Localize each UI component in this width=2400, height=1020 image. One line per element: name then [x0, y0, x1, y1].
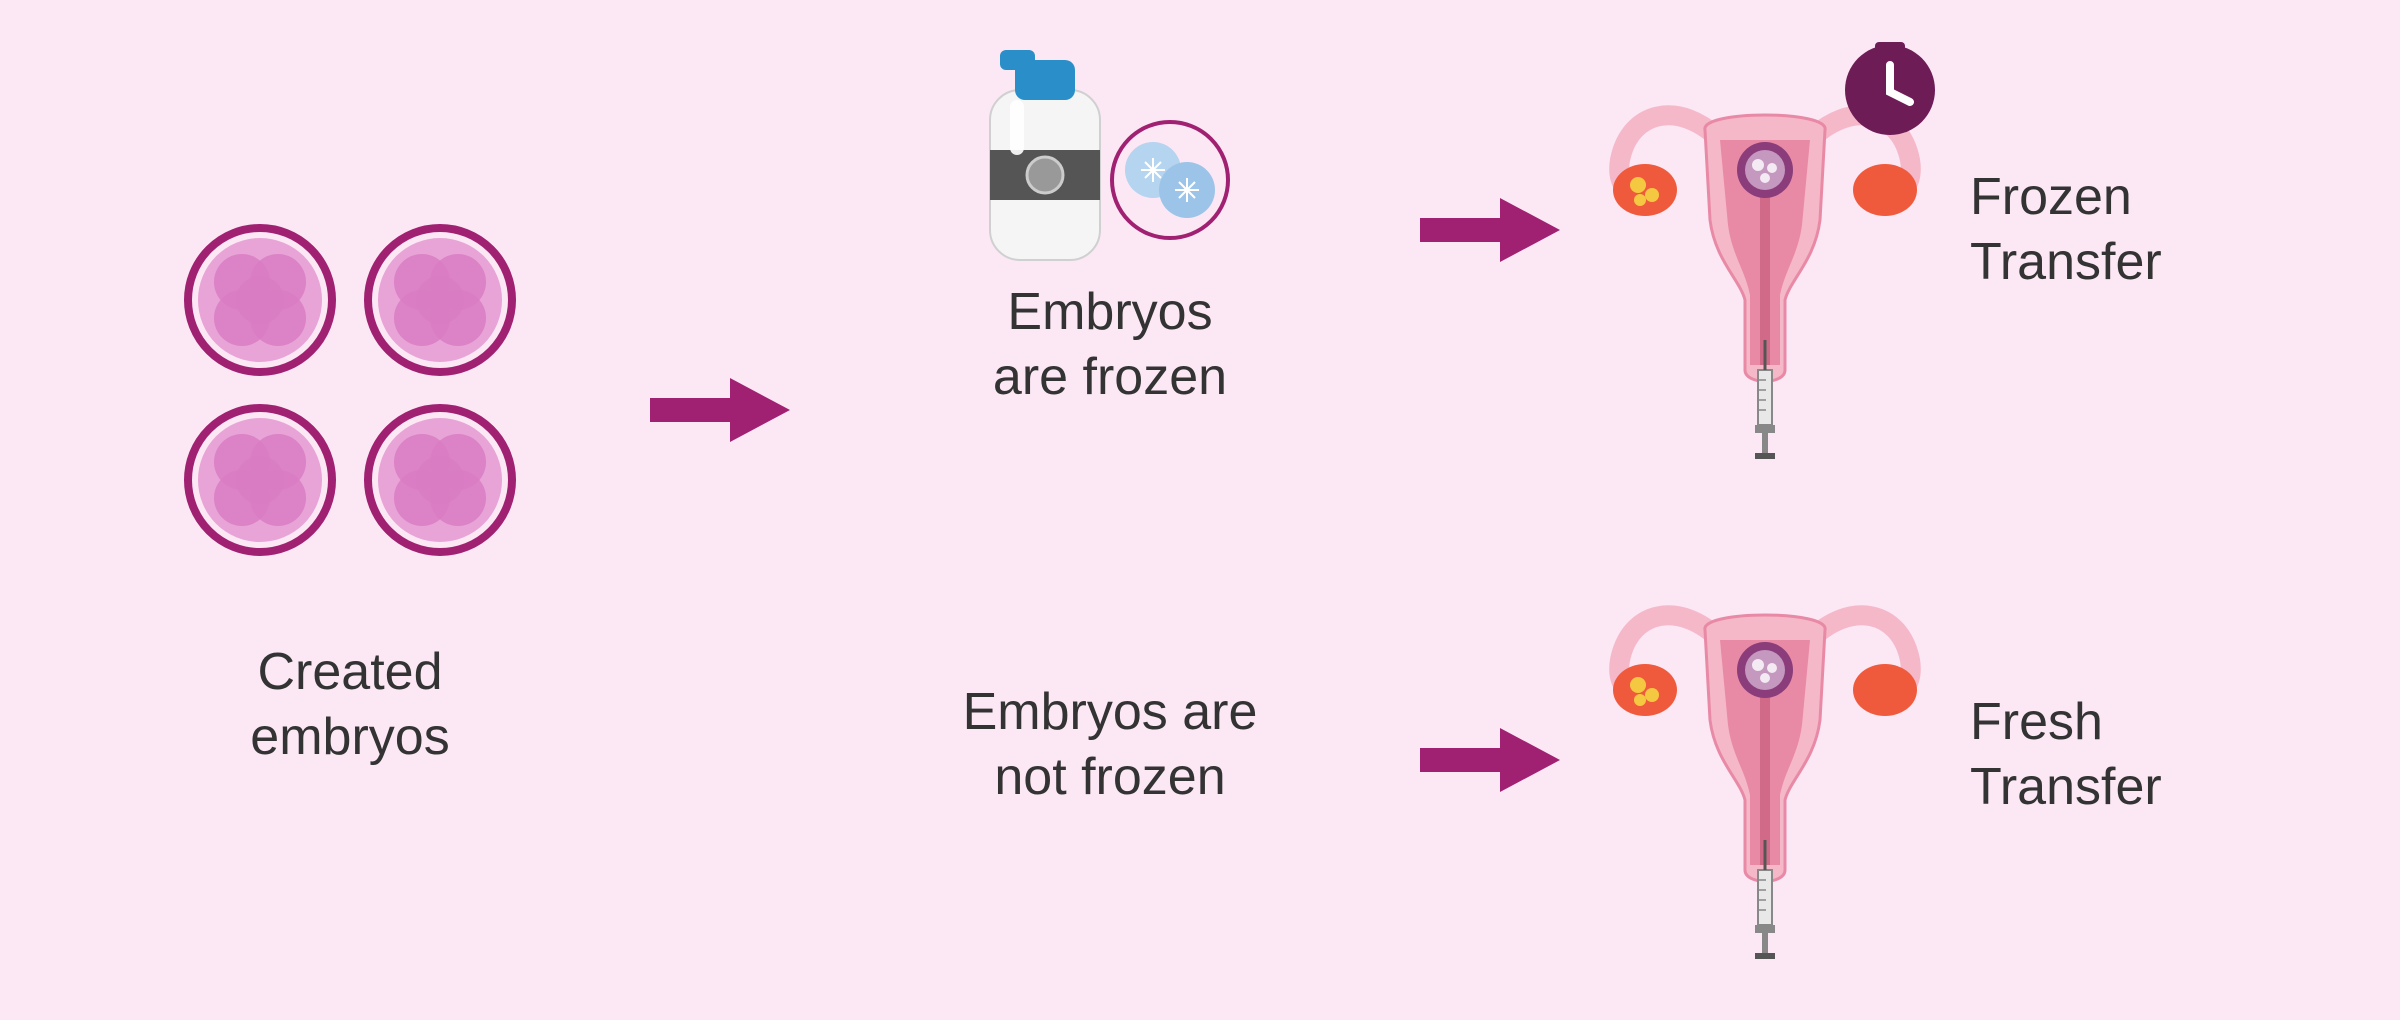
embryo-icon [360, 220, 520, 380]
label-line: Embryos are [963, 683, 1258, 741]
label-line: embryos [250, 708, 449, 766]
label-line: Frozen [1970, 168, 2132, 226]
arrow-icon [1420, 190, 1560, 270]
fresh-transfer-stage [1590, 540, 1940, 965]
label-line: Created [258, 643, 443, 701]
arrow-icon [1420, 720, 1560, 800]
arrow-icon [650, 370, 790, 450]
embryo-icon [180, 220, 340, 380]
label-line: Transfer [1970, 233, 2162, 291]
frozen-stage [960, 50, 1260, 275]
frozen-transfer-stage [1590, 40, 1940, 465]
created-embryos-label: Created embryos [140, 640, 560, 770]
embryo-icon [360, 400, 520, 560]
uterus-frozen-icon [1590, 40, 1940, 460]
label-line: Fresh [1970, 693, 2103, 751]
uterus-fresh-icon [1590, 540, 1940, 960]
label-line: Transfer [1970, 758, 2162, 816]
embryo-grid [180, 220, 520, 560]
embryo-icon [180, 400, 340, 560]
frozen-transfer-label: Frozen Transfer [1970, 165, 2320, 295]
frozen-label: Embryos are frozen [900, 280, 1320, 410]
not-frozen-label: Embryos are not frozen [900, 680, 1320, 810]
label-line: not frozen [994, 748, 1225, 806]
fresh-transfer-label: Fresh Transfer [1970, 690, 2320, 820]
label-line: Embryos [1007, 283, 1212, 341]
label-line: are frozen [993, 348, 1227, 406]
created-embryos-stage [180, 220, 520, 560]
cryo-container-icon [960, 50, 1260, 270]
